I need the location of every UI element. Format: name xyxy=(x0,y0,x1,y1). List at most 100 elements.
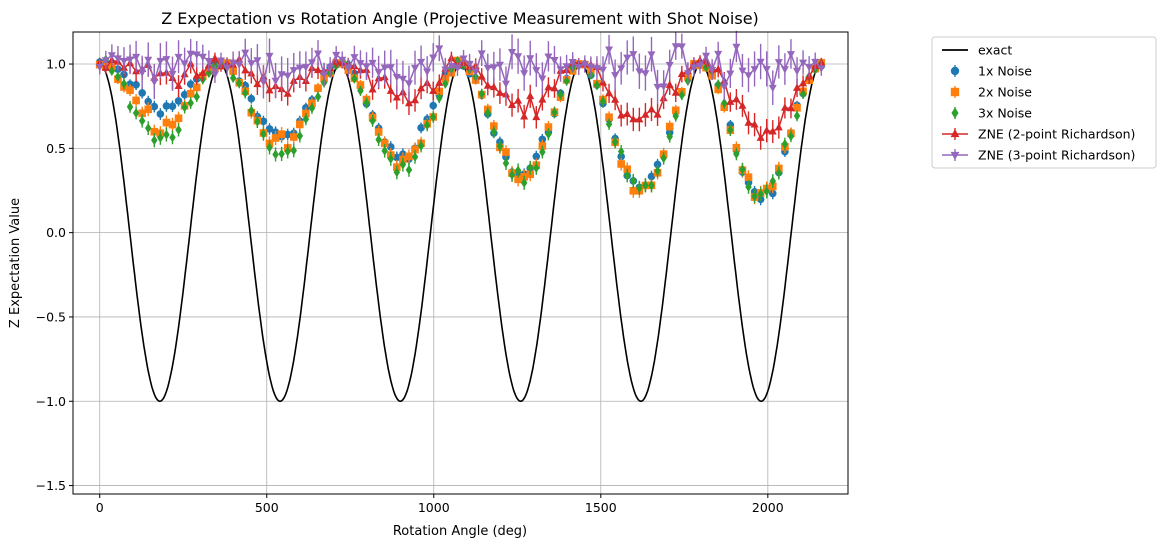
data-point xyxy=(126,101,134,112)
data-point xyxy=(665,61,674,70)
data-point xyxy=(204,58,213,66)
data-point xyxy=(636,182,643,193)
data-point xyxy=(453,64,462,73)
data-point xyxy=(277,130,286,138)
data-point xyxy=(677,43,686,51)
data-point xyxy=(666,131,673,142)
data-point xyxy=(557,89,564,100)
data-point xyxy=(793,110,801,121)
data-point xyxy=(635,114,644,123)
data-point xyxy=(793,67,802,76)
data-point xyxy=(168,120,177,129)
data-point xyxy=(290,145,297,156)
data-point xyxy=(374,128,383,136)
data-point xyxy=(508,170,516,180)
data-point xyxy=(259,117,268,126)
data-point xyxy=(101,57,110,65)
data-point xyxy=(144,56,153,65)
data-point xyxy=(605,119,613,130)
data-point xyxy=(502,158,510,169)
data-point xyxy=(629,51,638,59)
data-point xyxy=(253,57,262,65)
y-axis-label: Z Expectation Value xyxy=(8,198,23,328)
data-point xyxy=(484,107,492,118)
data-point xyxy=(132,80,140,89)
data-point xyxy=(375,134,382,145)
data-point xyxy=(283,89,292,97)
data-point xyxy=(247,94,256,103)
data-point xyxy=(175,124,182,135)
data-point xyxy=(786,103,795,112)
data-point xyxy=(514,175,522,184)
data-point xyxy=(314,50,322,58)
legend-label: 3x Noise xyxy=(978,106,1032,121)
data-point xyxy=(526,55,535,63)
data-point xyxy=(478,88,485,99)
data-point xyxy=(181,102,188,113)
data-point xyxy=(465,60,474,69)
data-point xyxy=(248,105,255,116)
legend: exact 1x Noise 2x Noise 3x Noise ZNE (2-poin… xyxy=(931,36,1157,169)
data-point xyxy=(417,83,426,92)
data-point xyxy=(653,83,662,92)
data-point xyxy=(787,131,795,142)
data-point xyxy=(283,72,292,81)
axis-ticks: 0 500 1000 1500 2000 −1.5 −1.0 −0.5 0.0 0.5 1.0 xyxy=(36,57,784,515)
x-axis-label: Rotation Angle (deg) xyxy=(393,524,527,539)
data-point xyxy=(180,90,189,99)
data-point xyxy=(623,109,632,117)
data-point xyxy=(145,123,152,134)
data-point xyxy=(617,111,626,119)
data-point xyxy=(654,165,661,176)
data-point xyxy=(629,186,638,195)
data-point xyxy=(436,93,443,103)
plot-frame xyxy=(72,31,849,495)
x-tick-label: 0 xyxy=(96,500,104,515)
data-point xyxy=(702,62,710,73)
data-point xyxy=(781,139,789,149)
data-point xyxy=(265,52,274,61)
data-point xyxy=(186,80,195,89)
data-point xyxy=(739,164,746,175)
data-point xyxy=(671,106,680,115)
data-point xyxy=(732,143,741,152)
data-point xyxy=(266,142,273,153)
data-point xyxy=(235,61,244,69)
legend-label: ZNE (2-point Richardson) xyxy=(978,127,1135,142)
data-point xyxy=(435,45,444,53)
data-point xyxy=(138,109,146,118)
data-point xyxy=(550,83,559,92)
data-point xyxy=(514,96,523,104)
data-point xyxy=(629,114,638,123)
legend-label: ZNE (3-point Richardson) xyxy=(978,148,1135,163)
data-point xyxy=(265,85,274,94)
data-point xyxy=(642,180,649,191)
data-point xyxy=(151,135,158,146)
data-point xyxy=(495,88,504,96)
data-point xyxy=(223,64,232,73)
data-point xyxy=(380,139,389,148)
data-point xyxy=(508,100,517,108)
data-point xyxy=(338,56,347,65)
data-point xyxy=(442,78,449,89)
data-point xyxy=(720,83,729,92)
data-point xyxy=(180,60,189,68)
data-point xyxy=(950,128,960,138)
data-point xyxy=(320,71,329,80)
data-point xyxy=(368,59,377,68)
data-point xyxy=(404,80,413,88)
data-point xyxy=(514,53,523,61)
data-point xyxy=(762,66,771,74)
data-point xyxy=(404,98,413,107)
data-point xyxy=(393,167,401,178)
data-point xyxy=(665,80,674,88)
data-point xyxy=(411,145,419,154)
data-point xyxy=(817,65,826,73)
data-point xyxy=(671,43,680,51)
data-point xyxy=(495,61,504,70)
data-point xyxy=(296,120,304,129)
legend-label: 1x Noise xyxy=(978,64,1032,79)
data-point xyxy=(774,59,783,67)
data-point xyxy=(502,148,510,156)
data-point xyxy=(344,65,353,73)
